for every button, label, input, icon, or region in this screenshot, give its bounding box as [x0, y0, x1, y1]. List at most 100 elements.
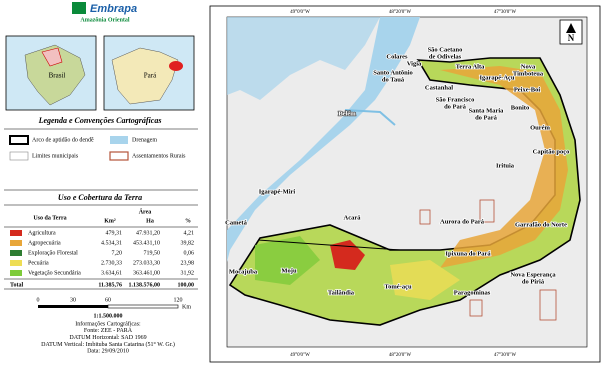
place-label: Tomé-açu — [384, 283, 412, 290]
table-swatch — [10, 260, 22, 266]
coord-label: 49°0'0"W — [290, 10, 310, 15]
place-label: do Pará — [444, 103, 467, 110]
place-label: Ourém — [530, 124, 550, 131]
place-label: Santa Maria — [469, 107, 505, 114]
place-label: Nova — [521, 63, 536, 70]
legend-swatch — [110, 136, 128, 144]
table-cell: 363.461,00 — [133, 270, 160, 276]
coord-label: 47°30'0"W — [494, 353, 516, 358]
table-swatch — [10, 270, 22, 276]
table-cell: 7,20 — [112, 250, 123, 256]
logo-icon — [72, 2, 86, 14]
place-label: do Tauá — [382, 76, 405, 83]
place-label: Belém — [338, 110, 356, 117]
place-label: Igarapé-Miri — [259, 188, 296, 195]
table-cell: 47.931,20 — [136, 230, 160, 236]
vegetation-zone — [255, 236, 320, 285]
para-shape — [111, 47, 179, 105]
brasil-shape — [24, 44, 86, 106]
place-label: de Odivelas — [429, 53, 462, 60]
table-cell: 479,31 — [106, 230, 123, 236]
place-label: Vigia — [407, 60, 422, 67]
place-label: do Pará — [475, 114, 498, 121]
coordinates: 49°0'0"W 48°20'0"W 47°30'0"W 49°0'0"W 48°20'… — [290, 10, 516, 358]
table-cell: 2.730,33 — [101, 260, 122, 266]
land-use-table: Uso da Terra Área Km² Ha % Agricultura 479,31 4… — [4, 204, 198, 290]
place-label: do Piriá — [522, 278, 545, 285]
table-header: % — [185, 218, 191, 224]
coord-label: 49°0'0"W — [290, 353, 310, 358]
legend-label: Assentamentos Rurais — [132, 153, 186, 159]
place-label: Aurora do Pará — [440, 218, 485, 225]
table-header: Ha — [146, 218, 154, 224]
place-label: São Francisco — [436, 96, 475, 103]
table-cell: 4.534,31 — [101, 240, 122, 246]
north-arrow-head — [566, 23, 576, 33]
table-swatch — [10, 230, 22, 236]
table-cell: Agricultura — [28, 230, 56, 236]
scale-seg — [107, 304, 179, 309]
table-cell: Vegetação Secundária — [28, 270, 81, 276]
settlement — [469, 299, 483, 317]
table-cell: 23,98 — [181, 260, 195, 266]
agriculture-zone — [330, 240, 365, 270]
place-label: Paragominas — [454, 289, 491, 296]
table-header: Uso da Terra — [33, 215, 66, 221]
info-line: DATUM Vertical: Imbituba Santa Catarina … — [41, 341, 175, 348]
place-label: Nova Esperança — [510, 271, 556, 278]
scale-unit: Km — [182, 304, 191, 310]
table-header: Km² — [104, 218, 116, 224]
inset-label: Brasil — [49, 72, 66, 80]
table-cell: 11.385,76 — [98, 282, 122, 288]
coord-label: 48°20'0"W — [389, 10, 411, 15]
settlement — [539, 289, 557, 321]
table-cell: 453.431,10 — [133, 240, 160, 246]
logo-name: Embrapa — [90, 3, 137, 15]
table-cell: Exploração Florestal — [28, 250, 78, 256]
place-label: Acará — [344, 214, 362, 221]
coord-label: 48°20'0"W — [389, 353, 411, 358]
place-label: Peixe-Boi — [514, 86, 541, 93]
north-label: N — [568, 33, 575, 43]
place-label: Castanhal — [425, 84, 453, 91]
info-line: DATUM Horizontal: SAD 1969 — [69, 335, 146, 341]
table-cell: Pecuária — [28, 260, 49, 266]
legend-swatch — [9, 135, 29, 145]
place-label: Capitão poço — [533, 148, 570, 155]
scale-seg — [38, 305, 108, 308]
inset-label: Pará — [144, 72, 157, 80]
table-swatch — [10, 250, 22, 256]
table-cell: Total — [10, 282, 23, 288]
table-cell: 39,82 — [181, 240, 195, 246]
place-label: Tailândia — [328, 289, 355, 296]
table-title: Uso e Cobertura da Terra — [58, 193, 142, 202]
info-line: Informações Cartográficas: — [75, 320, 141, 327]
scale-ratio: 1:1.500.000 — [94, 313, 123, 319]
scale-tick: 0 — [37, 297, 40, 303]
info-block: Informações Cartográficas:Fonte: ZEE - P… — [41, 320, 175, 354]
table-cell: 4,21 — [184, 230, 195, 236]
place-label: São Caetano — [428, 46, 463, 53]
table-cell: 1.138.576,00 — [129, 282, 161, 288]
place-label: Santo Antônio — [373, 69, 413, 76]
place-label: Ipixuna do Pará — [445, 250, 491, 257]
place-label: Moju — [281, 267, 297, 274]
table-cell: Agropecuária — [28, 240, 61, 246]
area-highlight — [169, 61, 183, 71]
table-cell: 0,06 — [184, 250, 195, 256]
place-label: Irituia — [496, 162, 515, 169]
place-label: Mocajuba — [229, 268, 258, 275]
settlement — [479, 199, 495, 223]
river — [227, 17, 420, 262]
scale-tick: 120 — [174, 297, 183, 303]
river — [344, 109, 396, 126]
place-label: Colares — [386, 53, 408, 60]
scale-tick: 60 — [105, 297, 111, 303]
place-label: Igarapé-Açu — [479, 74, 514, 81]
para-highlight — [41, 47, 63, 67]
legend-swatch — [109, 151, 129, 161]
table-header: Área — [139, 207, 152, 215]
place-label: Terra Alta — [456, 63, 486, 70]
